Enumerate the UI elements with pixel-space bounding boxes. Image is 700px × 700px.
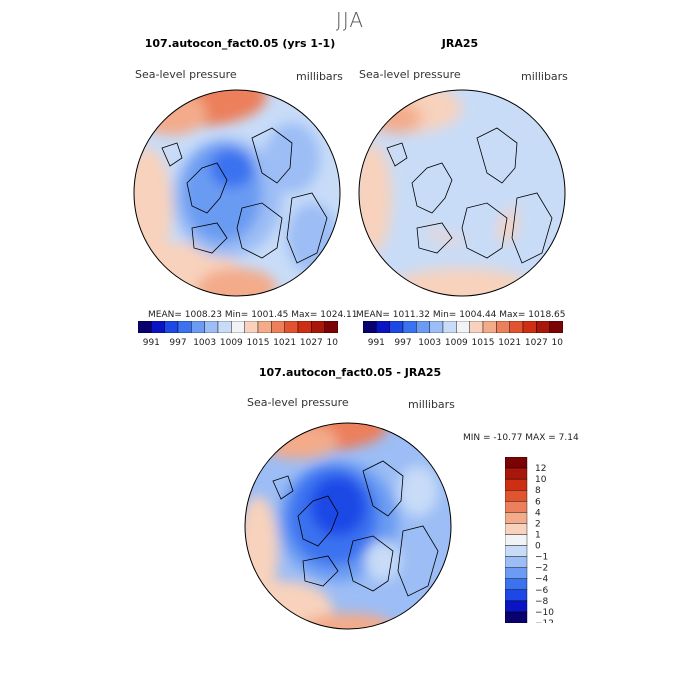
- model-units-label: millibars: [296, 70, 343, 83]
- colorbar-tick-label: 1033: [327, 338, 338, 347]
- colorbar-swatch: [204, 321, 219, 333]
- diff-panel-title: 107.autocon_fact0.05 - JRA25: [258, 366, 442, 379]
- colorbar-tick-label: −1: [535, 553, 548, 563]
- colorbar-tick-label: 0: [535, 542, 541, 552]
- colorbar-swatch: [257, 321, 272, 333]
- colorbar-swatch: [505, 545, 528, 557]
- colorbar-swatch: [549, 321, 563, 333]
- colorbar-swatch: [402, 321, 417, 333]
- diff-polar-map: [244, 422, 452, 630]
- colorbar-tick-label: −4: [535, 575, 549, 585]
- model-colorbar: [138, 321, 338, 333]
- colorbar-tick-label: 1021: [273, 338, 296, 347]
- colorbar-swatch: [505, 534, 528, 546]
- colorbar-swatch: [244, 321, 259, 333]
- colorbar-tick-label: 1033: [552, 338, 563, 347]
- colorbar-swatch: [442, 321, 457, 333]
- colorbar-swatch: [522, 321, 537, 333]
- diff-stats: MIN = -10.77 MAX = 7.14: [463, 433, 579, 443]
- colorbar-swatch: [164, 321, 179, 333]
- obs-panel-title: JRA25: [441, 37, 479, 50]
- colorbar-tick-label: 991: [368, 338, 385, 347]
- colorbar-swatch: [416, 321, 430, 333]
- colorbar-tick-label: 1027: [300, 338, 323, 347]
- colorbar-swatch: [536, 321, 550, 333]
- season-title: JJA: [335, 8, 365, 32]
- colorbar-tick-label: 2: [535, 519, 541, 529]
- colorbar-swatch: [496, 321, 510, 333]
- model-stats: MEAN= 1008.23 Min= 1001.45 Max= 1024.11: [148, 310, 358, 320]
- colorbar-swatch: [217, 321, 232, 333]
- model-polar-map: [133, 89, 341, 297]
- model-panel-title: 107.autocon_fact0.05 (yrs 1-1): [144, 37, 336, 50]
- colorbar-swatch: [482, 321, 497, 333]
- colorbar-tick-label: 1027: [525, 338, 548, 347]
- colorbar-tick-label: 1009: [220, 338, 243, 347]
- colorbar-swatch: [505, 478, 528, 491]
- colorbar-swatch: [151, 321, 165, 333]
- colorbar-tick-label: 991: [143, 338, 160, 347]
- colorbar-swatch: [505, 457, 528, 469]
- colorbar-swatch: [505, 523, 528, 535]
- colorbar-swatch: [231, 321, 245, 333]
- colorbar-swatch: [505, 578, 528, 590]
- colorbar-tick-label: 6: [535, 497, 541, 507]
- colorbar-tick-label: 1015: [247, 338, 270, 347]
- colorbar-swatch: [138, 321, 152, 333]
- colorbar-tick-label: 10: [535, 475, 547, 485]
- obs-polar-map: [358, 89, 566, 297]
- colorbar-tick-label: 997: [394, 338, 411, 347]
- colorbar-swatch: [505, 490, 528, 502]
- colorbar-tick-label: 1009: [445, 338, 468, 347]
- colorbar-swatch: [505, 611, 528, 623]
- colorbar-swatch: [324, 321, 338, 333]
- colorbar-tick-label: 997: [169, 338, 186, 347]
- colorbar-swatch: [177, 321, 192, 333]
- colorbar-swatch: [505, 600, 528, 613]
- colorbar-swatch: [456, 321, 470, 333]
- colorbar-swatch: [376, 321, 390, 333]
- colorbar-swatch: [505, 501, 528, 513]
- diff-units-label: millibars: [408, 398, 455, 411]
- colorbar-swatch: [505, 589, 528, 602]
- colorbar-tick-label: −8: [535, 597, 549, 607]
- colorbar-swatch: [284, 321, 299, 333]
- colorbar-swatch: [363, 321, 377, 333]
- colorbar-swatch: [311, 321, 325, 333]
- diff-field-label: Sea-level pressure: [247, 396, 349, 409]
- colorbar-tick-label: 1: [535, 530, 541, 540]
- colorbar-swatch: [297, 321, 312, 333]
- colorbar-tick-label: 1015: [472, 338, 495, 347]
- colorbar-swatch: [271, 321, 285, 333]
- colorbar-tick-label: −6: [535, 586, 549, 596]
- colorbar-tick-label: 1003: [418, 338, 441, 347]
- model-field-label: Sea-level pressure: [135, 68, 237, 81]
- colorbar-swatch: [191, 321, 205, 333]
- obs-stats: MEAN= 1011.32 Min= 1004.44 Max= 1018.65: [356, 310, 566, 320]
- colorbar-tick-label: 1021: [498, 338, 521, 347]
- colorbar-tick-label: 4: [535, 508, 541, 518]
- colorbar-tick-label: 1003: [193, 338, 216, 347]
- obs-units-label: millibars: [521, 70, 568, 83]
- colorbar-tick-label: −10: [535, 608, 554, 618]
- colorbar-tick-label: −2: [535, 564, 548, 574]
- colorbar-swatch: [505, 467, 528, 480]
- colorbar-swatch: [429, 321, 444, 333]
- obs-field-label: Sea-level pressure: [359, 68, 461, 81]
- obs-colorbar: [363, 321, 563, 333]
- colorbar-tick-label: −12: [535, 619, 554, 623]
- colorbar-swatch: [505, 556, 528, 568]
- colorbar-swatch: [469, 321, 484, 333]
- colorbar-swatch: [509, 321, 524, 333]
- colorbar-tick-label: 12: [535, 464, 546, 474]
- colorbar-swatch: [505, 567, 528, 579]
- colorbar-swatch: [389, 321, 404, 333]
- colorbar-swatch: [505, 512, 528, 524]
- colorbar-tick-label: 8: [535, 486, 541, 496]
